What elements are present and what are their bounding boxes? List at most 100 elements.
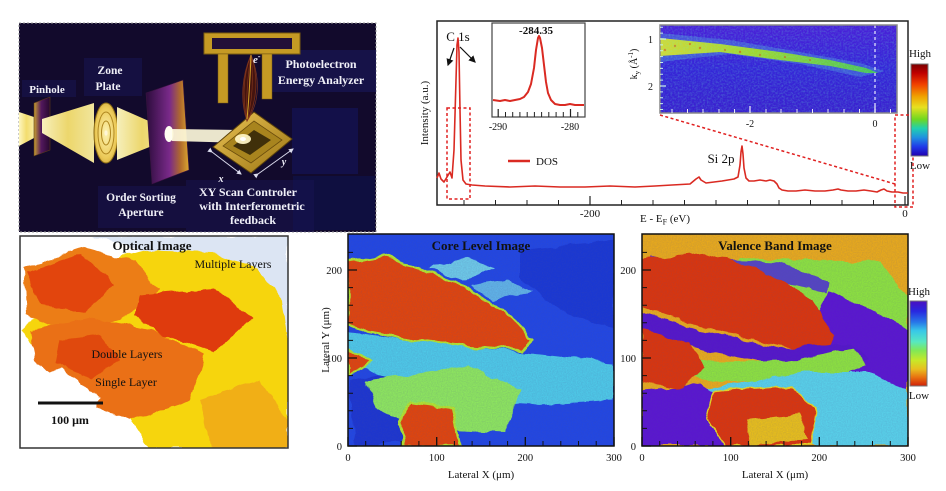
core-xtick-300: 300 — [606, 453, 622, 464]
stage-axis-arrows — [207, 147, 294, 179]
valence-colorbar-low-label: Low — [909, 390, 929, 402]
optical-frame — [19, 235, 289, 449]
valence-xtick-300: 300 — [900, 453, 916, 464]
multiple-layers-label: Multiple Layers — [195, 257, 272, 271]
arpes-y-axis-label: ky (Å-1) — [627, 49, 642, 80]
core-xtick-200: 200 — [517, 453, 533, 464]
spectrum-x-major-ticks — [589, 196, 906, 205]
arpes-ylabel-sup: -1 — [627, 51, 635, 57]
valence-xtick-100: 100 — [723, 453, 739, 464]
valence-colorbar-high-label: High — [908, 286, 931, 298]
stage-y-axis-label: y — [281, 157, 287, 168]
scale-bar-label: 100 μm — [51, 413, 89, 427]
single-layer-label: Single Layer — [95, 375, 157, 389]
spectrum-y-axis-label: Intensity (a.u.) — [419, 80, 431, 145]
arpes-x-minor-ticks — [671, 109, 891, 113]
si2p-peak-label: Si 2p — [707, 151, 734, 166]
spectrum-x-axis-label-pre: E - E — [640, 213, 663, 225]
panel-core-level: Core Level Image 0 100 200 300 0 100 200… — [320, 233, 622, 481]
core-ytick-100: 100 — [326, 354, 342, 365]
zoom-region-indicators — [446, 107, 914, 208]
c1s-inset-curve — [492, 35, 584, 106]
core-ytick-0: 0 — [337, 442, 342, 453]
core-image-content — [348, 234, 614, 446]
arpes-image-content — [660, 25, 897, 113]
beam-cone-to-aperture — [117, 107, 167, 160]
spectrum-colorbar-high-label: High — [909, 48, 932, 60]
electron-funnel — [242, 53, 258, 123]
electron-label: e- — [253, 52, 261, 66]
core-y-axis-label: Lateral Y (μm) — [320, 307, 332, 373]
valence-title: Valence Band Image — [718, 238, 832, 253]
core-y-minor-ticks — [348, 251, 353, 429]
c1s-annotation-arrows — [446, 46, 476, 67]
c1s-inset-major-ticks — [497, 109, 572, 117]
valence-xtick-0: 0 — [639, 453, 644, 464]
arpes-ylabel-post: ) — [629, 49, 640, 52]
arpes-xtick-0: 0 — [873, 119, 878, 130]
zone-plate-label-line1: Zone — [98, 65, 123, 77]
c1s-zoom-region-box — [446, 107, 471, 200]
aperture-label-line2: Aperture — [118, 207, 163, 219]
aperture-label-line1: Order Sorting — [106, 192, 176, 204]
core-x-major-ticks — [347, 437, 615, 446]
flake-orange-bottomright — [200, 380, 288, 448]
valence-x-axis-label: Lateral X (μm) — [742, 469, 809, 481]
spectrum-colorbar-gradient — [910, 63, 929, 157]
spectrum-colorbar-low-label: Low — [910, 160, 930, 172]
arpes-noise-overlay — [660, 25, 897, 113]
optical-title: Optical Image — [112, 238, 191, 253]
arpes-y-minor-ticks — [660, 26, 663, 110]
valence-x-minor-ticks — [659, 441, 891, 446]
arpes-ytick-2: 2 — [648, 82, 653, 93]
optical-flake-regions — [20, 236, 288, 448]
panel-schematic: Pinhole Zone Plate Photoelectron Energy … — [18, 22, 377, 233]
panel-optical: Optical Image Multiple Layers Double Lay… — [19, 235, 289, 449]
core-x-minor-ticks — [365, 441, 597, 446]
valence-noise-overlay — [642, 234, 908, 446]
valence-colorbar: High Low — [908, 286, 931, 402]
valence-x-major-ticks — [641, 437, 909, 446]
dos-spectrum-curve — [436, 37, 908, 194]
dos-legend: DOS — [508, 156, 558, 168]
spectrum-colorbar: High Low — [909, 48, 932, 172]
schematic-shaded-panels — [22, 50, 376, 232]
analyzer-label-line1: Photoelectron — [285, 57, 356, 71]
panel-valence: Valence Band Image 0 100 200 300 0 100 2… — [620, 233, 931, 481]
zoom-connector-line — [659, 114, 896, 185]
valence-colorbar-gradient — [909, 300, 928, 387]
spectrum-x-minor-ticks — [463, 200, 874, 205]
arpes-inset: 1 2 -2 0 ky (Å-1) — [627, 24, 898, 130]
zone-plate-lens — [93, 102, 119, 164]
flake-red-small — [55, 335, 120, 378]
arpes-frame — [659, 24, 898, 114]
valence-ytick-0: 0 — [631, 442, 636, 453]
valence-image-content — [642, 234, 908, 446]
valence-ytick-100: 100 — [620, 354, 636, 365]
arpes-ylabel-pre: k — [629, 74, 640, 79]
arpes-x-major-ticks — [749, 106, 876, 113]
stage-x-axis-label: x — [218, 174, 224, 185]
c1s-inset-xtick-m290: -290 — [489, 122, 507, 133]
electron-label-base: e — [253, 54, 258, 66]
c1s-inset-xtick-m280: -280 — [561, 122, 579, 133]
valence-xtick-200: 200 — [811, 453, 827, 464]
scan-controller-label-line3: feedback — [230, 213, 276, 227]
scan-controller-label-line2: with Interferometric — [199, 199, 305, 213]
dos-legend-label: DOS — [536, 156, 558, 168]
core-xtick-100: 100 — [429, 453, 445, 464]
zone-plate-label-line2: Plate — [96, 81, 121, 93]
c1s-peak-label: C 1s — [446, 29, 469, 44]
valence-y-major-ticks — [642, 269, 651, 447]
beam-cone-to-zoneplate — [42, 103, 94, 163]
core-ytick-200: 200 — [326, 266, 342, 277]
panel-spectrum: DOS C 1s Si 2p Intensity (a.u.) -200 0 E… — [419, 20, 932, 227]
arpes-ytick-1: 1 — [648, 35, 653, 46]
electron-label-sup: - — [258, 52, 261, 61]
bare-substrate-notch — [20, 368, 100, 448]
spectrum-x-axis-label: E - EF (eV) — [640, 213, 690, 227]
beam-focus-spot — [164, 126, 174, 142]
energy-analyzer-body — [203, 32, 301, 104]
core-title: Core Level Image — [432, 238, 531, 253]
